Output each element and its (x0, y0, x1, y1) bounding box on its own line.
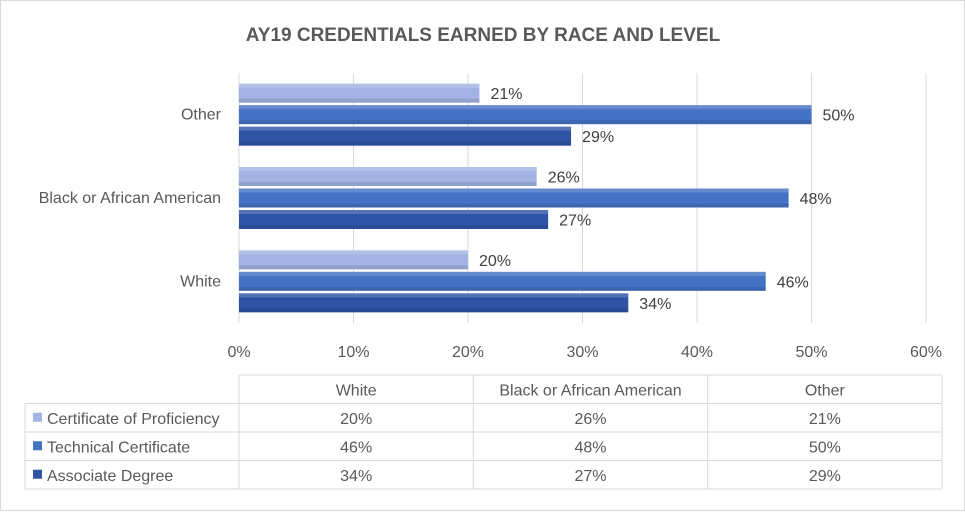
table-cell: 26% (574, 411, 606, 428)
x-tick-label: 20% (452, 344, 484, 361)
x-tick-label: 50% (795, 344, 827, 361)
table-header-cell: Other (805, 382, 846, 399)
label-layer: 0% 10% 20% 30% 40% 50% 60% White 20% 46% 34% Black … (39, 86, 942, 361)
legend-key (33, 441, 42, 451)
chart-title: AY19 CREDENTIALS EARNED BY RACE AND LEVE… (246, 25, 721, 46)
x-tick-label: 30% (566, 344, 598, 361)
bar-highlight (239, 105, 812, 110)
bar-highlight (239, 293, 629, 298)
legend-key (33, 412, 42, 422)
bar (239, 250, 468, 270)
bar (239, 188, 789, 208)
data-label: 27% (559, 213, 591, 230)
x-tick-label: 40% (681, 344, 713, 361)
category-label: Black or African American (39, 190, 221, 207)
bar-shadow (239, 182, 537, 186)
bar-layer (239, 83, 812, 313)
data-label: 29% (582, 129, 614, 146)
x-tick-label: 60% (910, 344, 942, 361)
table-header-cell: Black or African American (499, 382, 681, 399)
x-tick-label: 10% (337, 344, 369, 361)
table-cell: 50% (809, 439, 841, 456)
data-label: 26% (548, 170, 580, 187)
data-label: 34% (639, 296, 671, 313)
legend-label: Certificate of Proficiency (47, 411, 220, 428)
bar (239, 126, 572, 146)
data-label: 20% (479, 253, 511, 270)
data-label: 48% (800, 191, 832, 208)
legend-label: Technical Certificate (47, 439, 190, 456)
bar (239, 105, 812, 125)
table-cell: 20% (340, 411, 372, 428)
table-cell: 21% (809, 411, 841, 428)
legend-key (33, 469, 42, 479)
bar-highlight (239, 83, 480, 88)
x-tick-label: 0% (227, 344, 250, 361)
data-label: 21% (490, 86, 522, 103)
data-table: White Black or African American Other Certi… (24, 374, 943, 490)
bar (239, 210, 549, 229)
bar-shadow (239, 203, 789, 208)
table-header-cell: White (336, 382, 377, 399)
bar-highlight (239, 250, 468, 255)
bar-shadow (239, 120, 812, 125)
data-label: 50% (823, 108, 855, 125)
bar (239, 271, 766, 291)
table-cell: 27% (574, 468, 606, 485)
table-cell: 29% (809, 468, 841, 485)
bar-highlight (239, 167, 537, 171)
legend-label: Associate Degree (47, 468, 173, 485)
table-cell: 46% (340, 439, 372, 456)
bar-highlight (239, 210, 549, 214)
bar-shadow (239, 265, 468, 270)
bar (239, 167, 537, 186)
bar-highlight (239, 271, 766, 276)
bar-shadow (239, 98, 480, 103)
category-label: White (180, 273, 221, 290)
bar-shadow (239, 308, 629, 313)
bar-highlight (239, 188, 789, 193)
bar (239, 293, 629, 313)
bar-shadow (239, 225, 549, 229)
bar-shadow (239, 141, 572, 146)
category-label: Other (181, 107, 222, 124)
table-cell: 48% (574, 439, 606, 456)
data-label: 46% (777, 274, 809, 291)
bar-highlight (239, 126, 572, 131)
bar-shadow (239, 286, 766, 291)
bar (239, 83, 480, 103)
table-cell: 34% (340, 468, 372, 485)
